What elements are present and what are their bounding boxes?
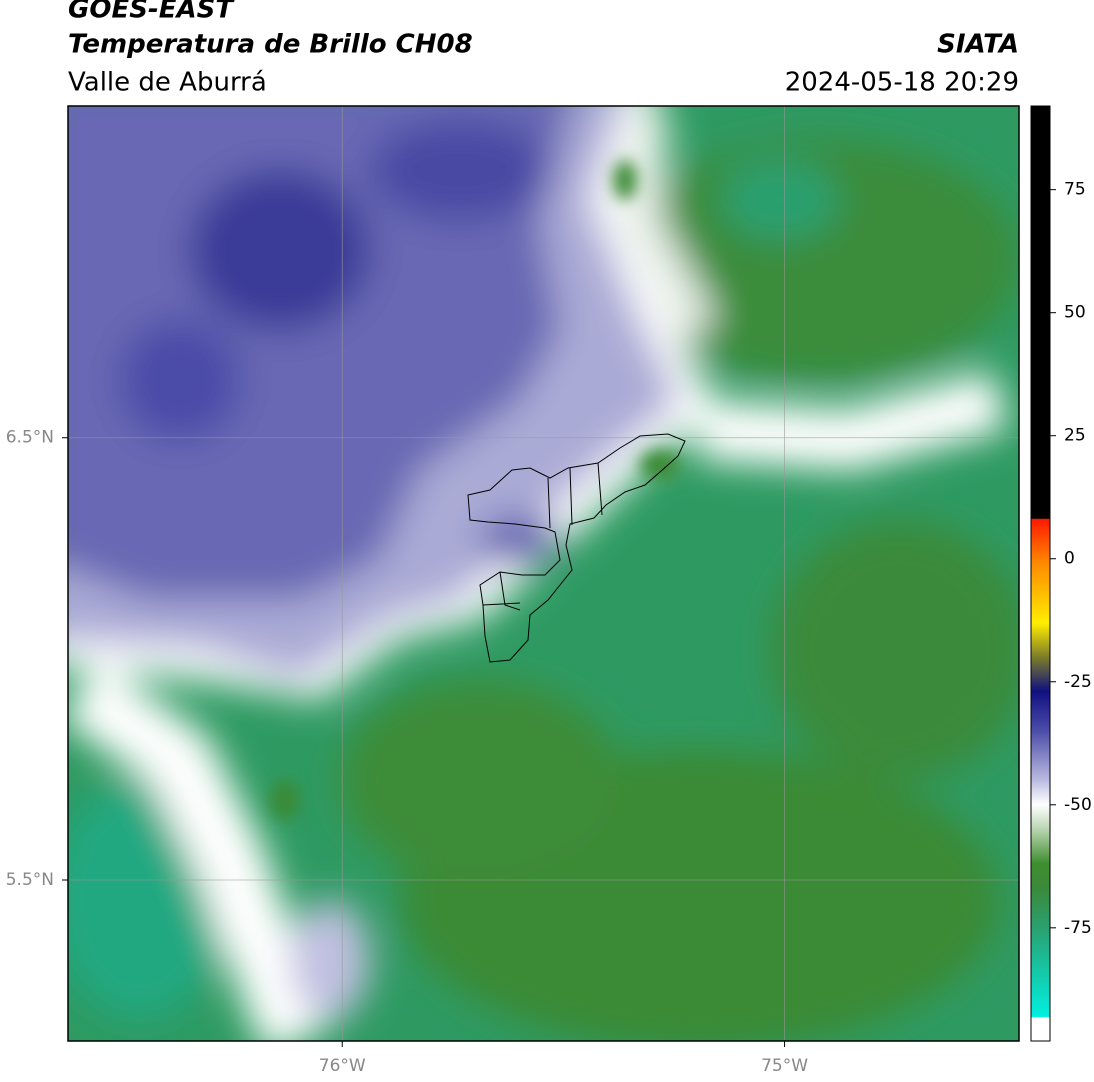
title: GOES-EAST <box>68 0 235 25</box>
x-tick-label: 75°W <box>761 1056 808 1076</box>
map-frame <box>67 105 1020 1042</box>
labels: 76°W 75°W 6.5°N 5.5°N 75 50 25 0 -25 -50 -75 <box>6 180 1092 1076</box>
datetime: 2024-05-18 20:29 <box>785 68 1019 98</box>
colorbar-tick-label: -50 <box>1064 795 1092 815</box>
source: SIATA <box>937 30 1019 60</box>
grid <box>68 106 1019 1041</box>
colorbar-tick-label: -75 <box>1064 918 1092 938</box>
colorbar-tick-label: 0 <box>1064 549 1075 569</box>
y-tick-label: 5.5°N <box>6 870 54 890</box>
subtitle: Temperatura de Brillo CH08 <box>68 30 473 60</box>
municipal-boundaries <box>467 433 686 663</box>
colorbar-tick-label: 75 <box>1064 180 1086 200</box>
region: Valle de Aburrá <box>68 68 267 98</box>
y-tick-label: 6.5°N <box>6 428 54 448</box>
colorbar-tick-label: 50 <box>1064 303 1086 323</box>
satellite-field <box>68 106 1019 1041</box>
x-tick-label: 76°W <box>319 1056 366 1076</box>
colorbar-tick-label: -25 <box>1064 672 1092 692</box>
colorbar <box>1030 105 1051 1042</box>
colorbar-tick-label: 25 <box>1064 426 1086 446</box>
